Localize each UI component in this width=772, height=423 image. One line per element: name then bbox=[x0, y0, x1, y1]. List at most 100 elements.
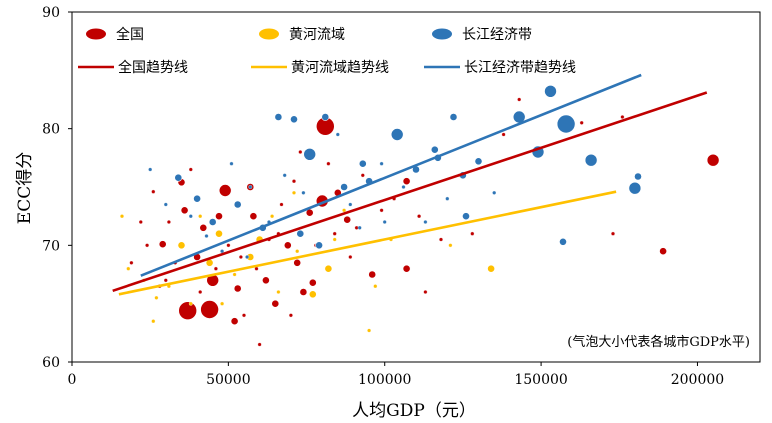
trendline-layer bbox=[112, 73, 708, 296]
bubble-全国 bbox=[439, 237, 443, 242]
bubble-黄河流域 bbox=[367, 328, 372, 333]
trendline-全国趋势线 bbox=[112, 91, 708, 293]
bubble-全国 bbox=[417, 214, 422, 219]
x-tick-label: 50000 bbox=[206, 372, 251, 388]
bubble-全国 bbox=[402, 177, 411, 186]
bubble-全国 bbox=[579, 120, 584, 125]
bubble-黄河流域 bbox=[276, 290, 281, 294]
bubble-长江经济带 bbox=[584, 153, 598, 167]
bubble-全国 bbox=[233, 284, 242, 293]
bubble-全国 bbox=[326, 161, 331, 166]
bubble-黄河流域 bbox=[232, 272, 237, 277]
bubble-全国 bbox=[129, 260, 134, 265]
bubble-全国 bbox=[348, 255, 353, 259]
bubble-全国 bbox=[226, 243, 231, 248]
bubble-长江经济带 bbox=[233, 200, 242, 209]
bubble-长江经济带 bbox=[445, 196, 450, 201]
bubble-黄河流域 bbox=[295, 249, 300, 254]
bubble-长江经济带 bbox=[296, 229, 305, 238]
bubble-长江经济带 bbox=[193, 194, 201, 203]
bubble-长江经济带 bbox=[204, 234, 209, 238]
bubble-黄河流域 bbox=[342, 208, 347, 213]
bubble-长江经济带 bbox=[148, 167, 153, 172]
bubble-全国 bbox=[517, 97, 522, 102]
legend-swatch-全国 bbox=[86, 28, 106, 40]
bubble-全国 bbox=[180, 206, 189, 215]
bubble-长江经济带 bbox=[559, 237, 567, 246]
bubble-全国 bbox=[138, 220, 143, 224]
bubble-全国 bbox=[218, 184, 232, 197]
y-tick-label: 60 bbox=[42, 355, 60, 371]
trendline-黄河流域趋势线 bbox=[118, 190, 617, 296]
bubble-黄河流域 bbox=[220, 301, 225, 306]
legend-label: 长江经济带 bbox=[462, 27, 532, 43]
bubble-黄河流域 bbox=[154, 295, 159, 300]
bubble-全国 bbox=[230, 317, 239, 326]
bubble-长江经济带 bbox=[556, 114, 576, 134]
bubble-黄河流域 bbox=[126, 266, 131, 271]
bubble-全国 bbox=[166, 220, 171, 224]
bubble-全国 bbox=[659, 247, 667, 256]
bubble-长江经济带 bbox=[401, 185, 406, 189]
bubble-全国 bbox=[188, 167, 193, 172]
bubble-黄河流域 bbox=[198, 214, 203, 219]
bubble-黄河流域 bbox=[292, 190, 296, 195]
bubble-黄河流域 bbox=[332, 237, 337, 242]
bubble-全国 bbox=[151, 189, 156, 194]
bubble-全国 bbox=[215, 212, 223, 221]
bubble-黄河流域 bbox=[177, 241, 186, 250]
bubble-黄河流域 bbox=[448, 243, 453, 248]
bubble-长江经济带 bbox=[248, 185, 253, 189]
bubble-长江经济带 bbox=[492, 190, 497, 195]
bubble-全国 bbox=[402, 264, 411, 273]
bubble-全国 bbox=[360, 173, 365, 178]
bubble-长江经济带 bbox=[274, 113, 283, 121]
trendline-长江经济带趋势线 bbox=[140, 73, 642, 277]
bubble-黄河流域 bbox=[215, 229, 223, 238]
bubble-全国 bbox=[238, 255, 243, 259]
bubble-长江经济带 bbox=[188, 214, 193, 219]
axis-ticks: 0 50000 100000 150000 200000 60 70 80 90 bbox=[42, 5, 724, 388]
legend-label: 黄河流域趋势线 bbox=[291, 59, 389, 76]
bubble-长江经济带 bbox=[290, 115, 298, 124]
plot-frame bbox=[71, 11, 761, 363]
bubble-全国 bbox=[611, 231, 615, 236]
bubble-全国 bbox=[423, 290, 428, 294]
bubble-长江经济带 bbox=[423, 220, 428, 224]
bubble-长江经济带 bbox=[321, 113, 330, 121]
bubble-长江经济带 bbox=[390, 128, 404, 141]
bubble-全国 bbox=[249, 212, 258, 221]
bubble-全国 bbox=[620, 115, 625, 119]
bubble-全国 bbox=[288, 313, 293, 318]
x-tick-label: 200000 bbox=[671, 372, 724, 388]
bubble-长江经济带 bbox=[303, 148, 317, 161]
legend-label: 长江经济带趋势线 bbox=[464, 60, 576, 76]
bubble-size-annotation: (气泡大小代表各城市GDP水平) bbox=[567, 334, 750, 350]
bubble-长江经济带 bbox=[315, 241, 323, 250]
bubble-长江经济带 bbox=[174, 173, 183, 182]
y-axis-title: ECC得分 bbox=[15, 152, 35, 224]
bubble-长江经济带 bbox=[628, 181, 642, 195]
y-tick-label: 70 bbox=[42, 238, 60, 254]
bubble-黄河流域 bbox=[151, 319, 156, 324]
bubble-全国 bbox=[379, 208, 384, 213]
legend-label: 全国 bbox=[116, 26, 144, 43]
bubble-长江经济带 bbox=[382, 220, 387, 224]
bubble-长江经济带 bbox=[340, 183, 348, 191]
bubble-长江经济带 bbox=[634, 172, 642, 181]
y-tick-label: 90 bbox=[42, 5, 60, 21]
bubble-全国 bbox=[213, 266, 218, 271]
bubble-黄河流域 bbox=[188, 301, 193, 306]
bubble-全国 bbox=[198, 290, 203, 294]
bubble-全国 bbox=[145, 243, 150, 248]
bubble-全国 bbox=[257, 342, 262, 347]
bubble-长江经济带 bbox=[544, 85, 557, 98]
bubble-全国 bbox=[261, 276, 270, 285]
x-tick-label: 100000 bbox=[358, 372, 411, 388]
legend-swatch-黄河流域 bbox=[259, 28, 279, 40]
bubble-黄河流域 bbox=[120, 214, 124, 219]
y-tick-label: 80 bbox=[42, 122, 60, 138]
bubble-全国 bbox=[308, 278, 317, 287]
bubble-长江经济带 bbox=[379, 161, 384, 166]
